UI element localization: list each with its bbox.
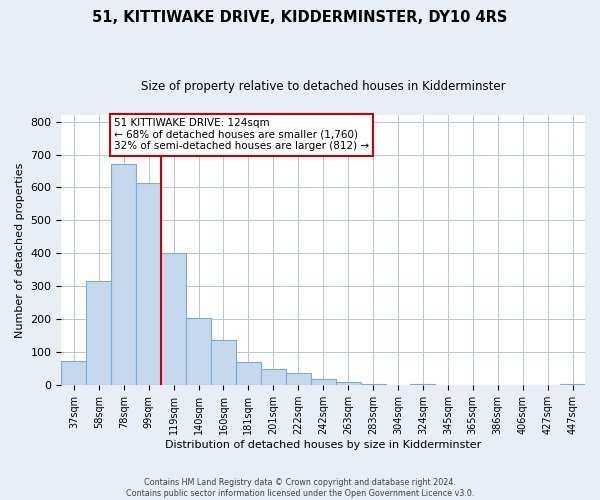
Text: 51 KITTIWAKE DRIVE: 124sqm
← 68% of detached houses are smaller (1,760)
32% of s: 51 KITTIWAKE DRIVE: 124sqm ← 68% of deta… bbox=[114, 118, 369, 152]
Title: Size of property relative to detached houses in Kidderminster: Size of property relative to detached ho… bbox=[141, 80, 506, 93]
Bar bbox=[286, 372, 311, 385]
Bar bbox=[410, 384, 436, 385]
Bar bbox=[560, 384, 585, 385]
Bar bbox=[311, 378, 335, 385]
Bar bbox=[335, 382, 361, 385]
Bar bbox=[136, 182, 161, 385]
Bar bbox=[111, 164, 136, 385]
Bar bbox=[186, 318, 211, 385]
Bar bbox=[361, 384, 386, 385]
Bar bbox=[236, 362, 261, 385]
Bar bbox=[61, 360, 86, 385]
Text: Contains HM Land Registry data © Crown copyright and database right 2024.
Contai: Contains HM Land Registry data © Crown c… bbox=[126, 478, 474, 498]
Text: 51, KITTIWAKE DRIVE, KIDDERMINSTER, DY10 4RS: 51, KITTIWAKE DRIVE, KIDDERMINSTER, DY10… bbox=[92, 10, 508, 25]
Bar bbox=[261, 370, 286, 385]
Bar bbox=[386, 384, 410, 385]
Bar bbox=[161, 254, 186, 385]
Y-axis label: Number of detached properties: Number of detached properties bbox=[15, 162, 25, 338]
Bar bbox=[211, 340, 236, 385]
Bar bbox=[86, 282, 111, 385]
X-axis label: Distribution of detached houses by size in Kidderminster: Distribution of detached houses by size … bbox=[165, 440, 481, 450]
